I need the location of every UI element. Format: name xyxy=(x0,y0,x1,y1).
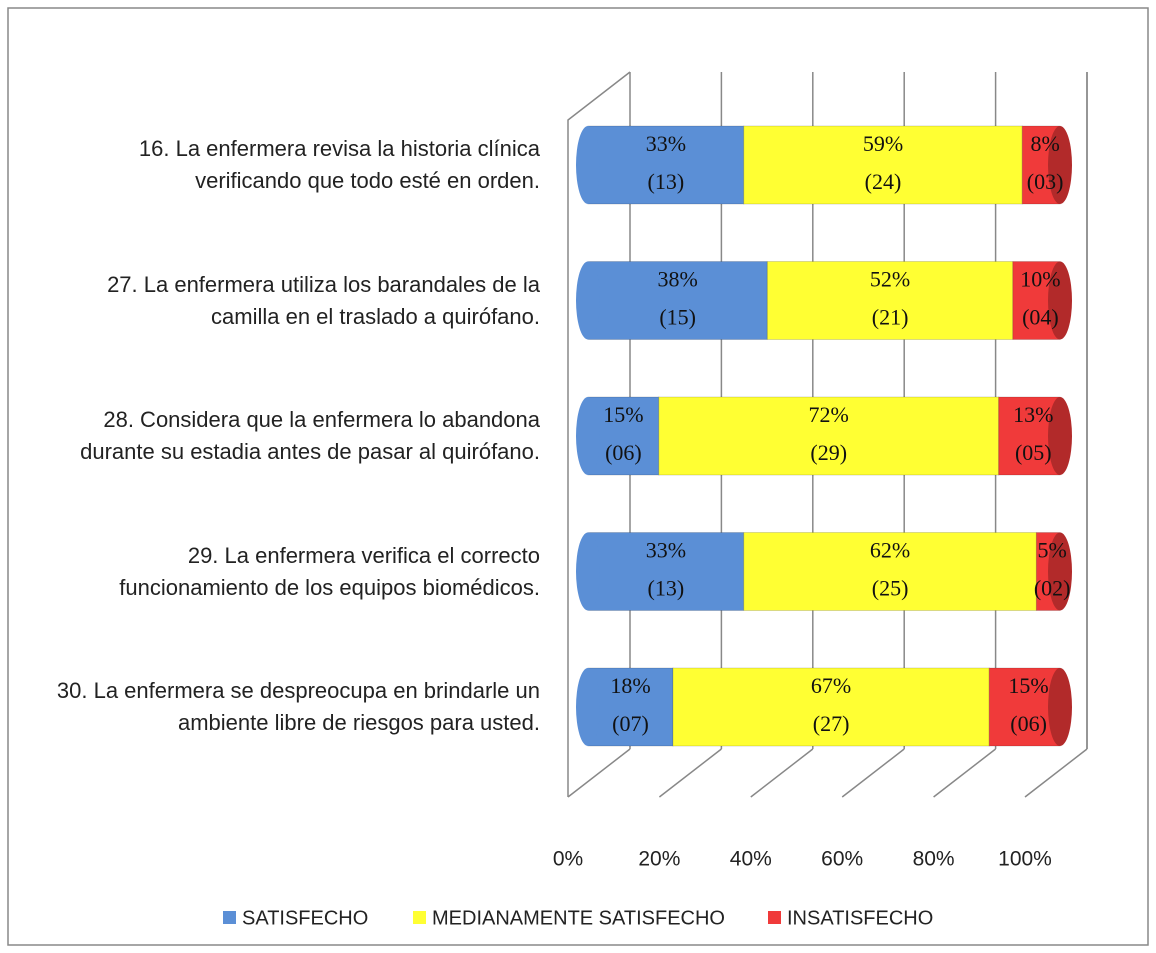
value-label: 10% xyxy=(1020,267,1060,292)
value-label: 15% xyxy=(603,402,643,427)
floor-line xyxy=(750,748,814,798)
bar xyxy=(672,667,990,747)
count-label: (03) xyxy=(1027,169,1064,194)
bar-segment xyxy=(576,261,768,340)
bar-segment xyxy=(1035,532,1072,611)
value-label: 15% xyxy=(1008,673,1048,698)
value-label: 13% xyxy=(1013,402,1053,427)
count-label: (21) xyxy=(872,305,909,330)
bar xyxy=(766,261,1014,340)
bar xyxy=(743,532,1037,611)
value-label: 67% xyxy=(811,673,851,698)
floor-line xyxy=(933,748,997,798)
chart-frame xyxy=(7,7,1149,946)
legend-swatch xyxy=(413,911,426,924)
legend-label: INSATISFECHO xyxy=(787,907,933,929)
bar-segment xyxy=(672,667,990,747)
bar-cap-right xyxy=(1048,532,1072,611)
bar-cap-left xyxy=(576,532,600,611)
category-label: 16. La enfermera revisa la historia clín… xyxy=(138,136,540,193)
bar-segment xyxy=(988,667,1072,747)
count-label: (06) xyxy=(1010,711,1047,736)
count-label: (27) xyxy=(813,711,850,736)
count-label: (02) xyxy=(1034,576,1071,601)
bar-segment xyxy=(576,667,674,747)
bar-cap-right xyxy=(1048,668,1072,746)
count-label: (29) xyxy=(810,440,847,465)
bar-cap-left xyxy=(576,126,600,204)
value-label: 18% xyxy=(610,673,650,698)
x-tick-label: 20% xyxy=(638,848,680,871)
count-label: (13) xyxy=(648,576,685,601)
bar-cap-left xyxy=(576,397,600,475)
bar-segment xyxy=(743,125,1023,205)
count-label: (15) xyxy=(659,305,696,330)
bar-cap-right xyxy=(1048,397,1072,475)
bar-cap-left xyxy=(576,261,600,340)
bar xyxy=(743,125,1023,205)
value-label: 33% xyxy=(646,131,686,156)
x-tick-label: 100% xyxy=(998,848,1052,871)
count-label: (13) xyxy=(648,169,685,194)
bar-segment xyxy=(1012,261,1072,340)
bar-cap-right xyxy=(1048,126,1072,204)
x-tick-label: 0% xyxy=(553,848,583,871)
legend-swatch xyxy=(768,911,781,924)
category-label: 29. La enfermera verifica el correcto fu… xyxy=(119,542,540,600)
value-label: 8% xyxy=(1030,131,1059,156)
legend-label: SATISFECHO xyxy=(242,907,368,929)
category-label: 28. Considera que la enfermera lo abando… xyxy=(80,407,540,464)
side-wall xyxy=(567,71,631,797)
floor-line xyxy=(567,748,631,798)
count-label: (25) xyxy=(872,576,909,601)
category-label: 30. La enfermera se despreocupa en brind… xyxy=(56,678,540,735)
value-label: 62% xyxy=(870,538,910,563)
x-tick-label: 60% xyxy=(821,848,863,871)
count-label: (04) xyxy=(1022,305,1059,330)
bar xyxy=(587,261,768,340)
value-label: 72% xyxy=(809,402,849,427)
value-label: 59% xyxy=(863,131,903,156)
floor-line xyxy=(658,748,722,798)
count-label: (07) xyxy=(612,711,649,736)
bar-segment xyxy=(576,396,660,476)
value-label: 5% xyxy=(1038,538,1067,563)
count-label: (24) xyxy=(865,169,902,194)
legend-swatch xyxy=(223,911,236,924)
count-label: (06) xyxy=(605,440,642,465)
legend-label: MEDIANAMENTE SATISFECHO xyxy=(432,907,725,929)
category-label: 27. La enfermera utiliza los barandales … xyxy=(107,271,540,329)
bar-segment xyxy=(576,125,745,205)
value-label: 38% xyxy=(658,267,698,292)
floor-line xyxy=(1024,748,1088,798)
bar-segment xyxy=(576,532,745,611)
value-label: 52% xyxy=(870,267,910,292)
x-tick-label: 80% xyxy=(913,848,955,871)
bar-segment xyxy=(1021,125,1072,205)
bar-segment xyxy=(743,532,1037,611)
value-label: 33% xyxy=(646,538,686,563)
count-label: (05) xyxy=(1015,440,1052,465)
bar-cap-right xyxy=(1048,261,1072,340)
bar-segment xyxy=(766,261,1014,340)
floor-line xyxy=(841,748,905,798)
bar-cap-left xyxy=(576,668,600,746)
bar-segment xyxy=(998,396,1072,476)
x-tick-label: 40% xyxy=(730,848,772,871)
